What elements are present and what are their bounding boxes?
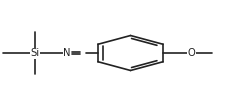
Text: O: O bbox=[188, 48, 196, 58]
Text: Si: Si bbox=[31, 48, 40, 58]
Text: N: N bbox=[63, 48, 71, 58]
